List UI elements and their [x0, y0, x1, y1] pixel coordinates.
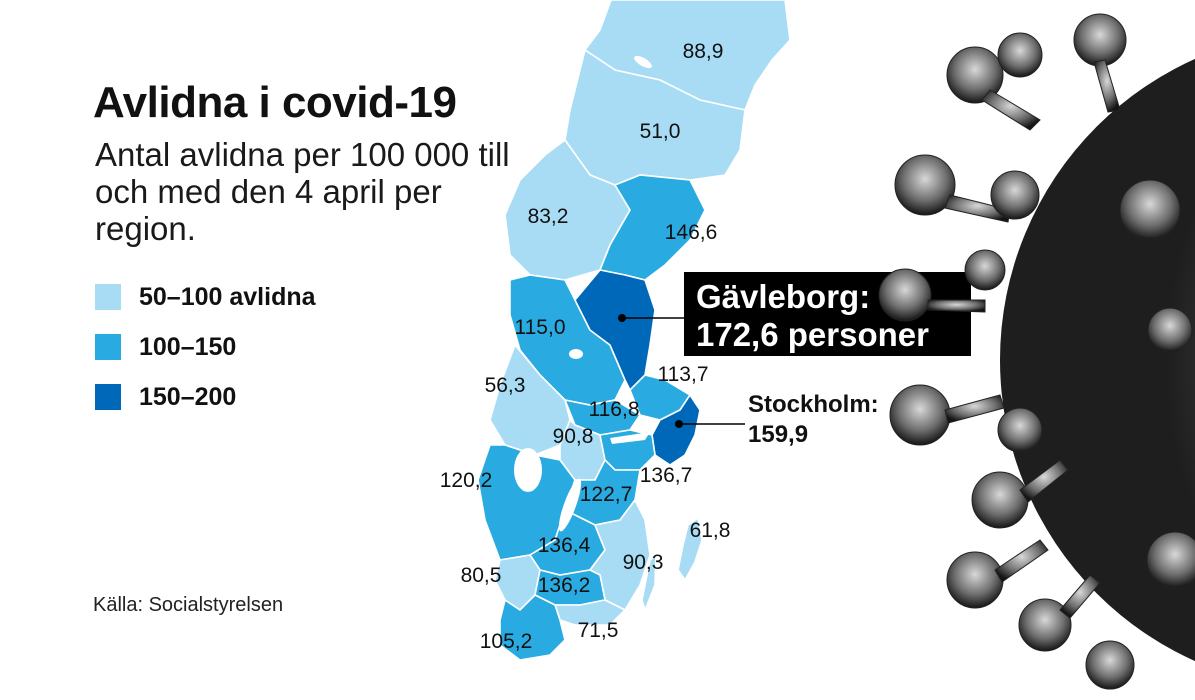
lake-hornavan: [634, 55, 652, 69]
region-oland: [641, 553, 657, 613]
lake-siljan: [569, 349, 583, 359]
region-kalmar: [588, 498, 651, 612]
legend-label-mid: 100–150: [139, 332, 237, 361]
value-label-vasternorrland: 146,6: [664, 221, 718, 244]
map-subtitle: Antal avlidna per 100 000 till och med d…: [95, 136, 510, 247]
region-blekinge: [553, 599, 627, 626]
gavleborg-callout-line2: 172,6 personer: [696, 316, 929, 353]
value-label-jamtland: 83,2: [527, 205, 569, 228]
value-label-sodermanland: 136,7: [639, 464, 693, 487]
legend: 50–100 avlidna 100–150 150–200: [95, 272, 316, 422]
map-title: Avlidna i covid-19: [93, 78, 457, 127]
legend-swatch-high: [95, 384, 121, 410]
value-label-ostergotland: 122,7: [579, 483, 633, 506]
region-varmland: [489, 343, 571, 456]
value-label-kalmar: 90,3: [622, 551, 664, 574]
value-label-dalarna: 115,0: [514, 316, 566, 339]
value-label-orebro: 90,8: [552, 425, 594, 448]
legend-label-high: 150–200: [139, 382, 237, 411]
value-label-varmland: 56,3: [484, 374, 526, 397]
stockholm-callout: Stockholm: 159,9: [748, 390, 879, 450]
value-label-uppsala: 113,7: [657, 363, 709, 386]
value-label-skane: 105,2: [479, 630, 533, 653]
region-vasternorrland: [598, 174, 706, 281]
value-label-halland: 80,5: [460, 564, 502, 587]
value-label-norrbotten: 88,9: [682, 40, 724, 63]
value-label-kronoberg: 136,2: [537, 574, 591, 597]
value-label-blekinge: 71,5: [577, 619, 619, 642]
stockholm-callout-line2: 159,9: [748, 421, 809, 448]
region-skane: [499, 594, 566, 661]
legend-item-low: 50–100 avlidna: [95, 272, 316, 322]
value-label-gotland: 61,8: [689, 519, 731, 542]
virus-spikes: [878, 13, 1195, 690]
region-gavleborg: [574, 269, 656, 392]
stockholm-callout-line1: Stockholm:: [748, 391, 879, 418]
legend-label-low: 50–100 avlidna: [139, 282, 316, 311]
lake-vattern: [558, 478, 582, 532]
legend-item-high: 150–200: [95, 372, 316, 422]
value-label-jonkoping: 136,4: [537, 534, 591, 557]
legend-swatch-low: [95, 284, 121, 310]
lake-vanern: [514, 448, 542, 492]
value-label-vasterbotten: 51,0: [639, 120, 681, 143]
legend-item-mid: 100–150: [95, 322, 316, 372]
source-note: Källa: Socialstyrelsen: [93, 594, 284, 616]
value-label-vastra-gotaland: 120,2: [439, 469, 493, 492]
value-label-vastmanland: 116,8: [588, 398, 640, 421]
legend-swatch-mid: [95, 334, 121, 360]
gavleborg-callout-line1: Gävleborg:: [696, 278, 871, 315]
lake-malaren: [610, 432, 650, 444]
region-gotland: [677, 516, 703, 582]
